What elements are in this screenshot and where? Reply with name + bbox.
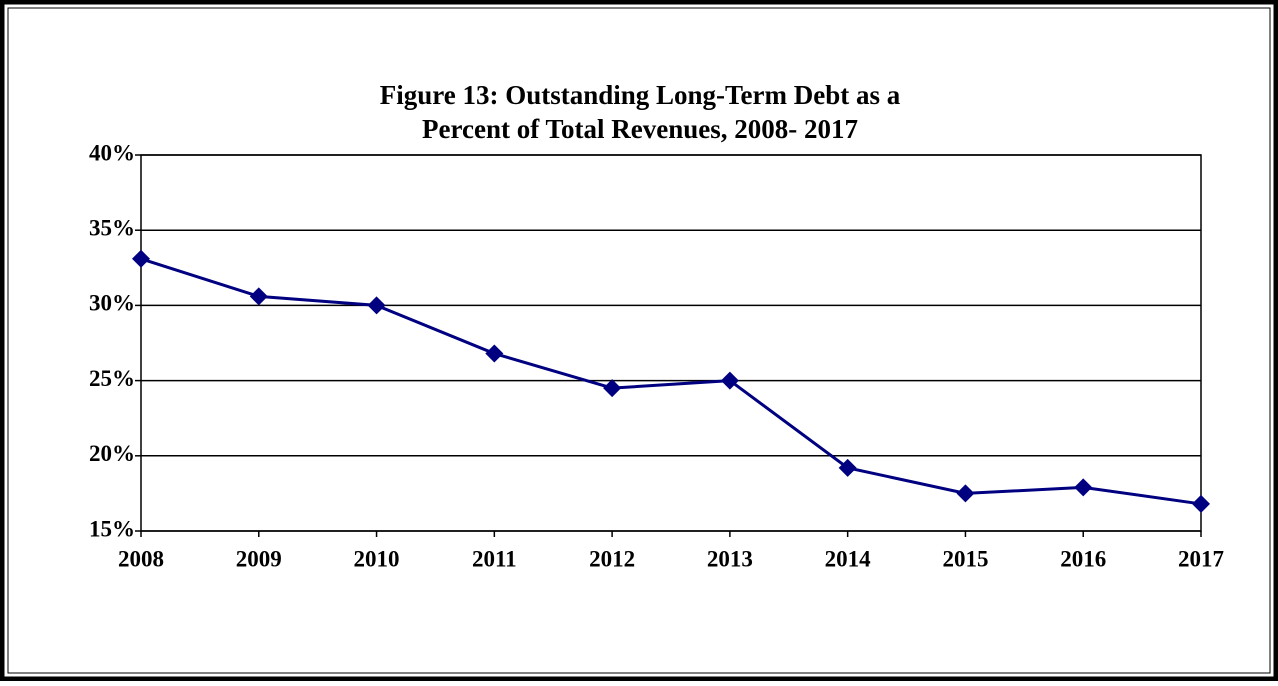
x-tick-label: 2008 bbox=[118, 546, 164, 571]
x-tick-label: 2016 bbox=[1060, 546, 1106, 571]
y-tick-label: 25% bbox=[89, 366, 135, 391]
data-point bbox=[603, 379, 622, 398]
data-point bbox=[956, 484, 975, 503]
y-tick-label: 20% bbox=[89, 441, 135, 466]
chart-title: Figure 13: Outstanding Long-Term Debt as… bbox=[380, 80, 901, 110]
series-line bbox=[140, 257, 1202, 506]
data-point bbox=[1074, 478, 1093, 497]
data-point bbox=[132, 249, 150, 268]
chart-title: Percent of Total Revenues, 2008- 2017 bbox=[422, 114, 858, 144]
data-point bbox=[249, 287, 268, 306]
y-tick-label: 35% bbox=[89, 215, 135, 240]
x-tick-label: 2017 bbox=[1178, 546, 1224, 571]
x-tick-label: 2015 bbox=[942, 546, 988, 571]
data-point bbox=[720, 371, 739, 390]
x-tick-label: 2010 bbox=[354, 546, 400, 571]
x-tick-label: 2009 bbox=[236, 546, 282, 571]
data-point bbox=[838, 458, 857, 477]
data-point bbox=[367, 296, 386, 315]
y-tick-label: 30% bbox=[89, 291, 135, 316]
data-point bbox=[485, 344, 504, 363]
x-tick-label: 2012 bbox=[589, 546, 635, 571]
y-tick-label: 40% bbox=[89, 140, 135, 165]
data-point bbox=[1192, 494, 1210, 513]
y-tick-label: 15% bbox=[89, 516, 135, 541]
inner-frame bbox=[7, 7, 1271, 674]
plot-area bbox=[140, 154, 1202, 532]
x-tick-label: 2014 bbox=[825, 546, 872, 571]
x-tick-label: 2011 bbox=[472, 546, 517, 571]
x-tick-label: 2013 bbox=[707, 546, 753, 571]
